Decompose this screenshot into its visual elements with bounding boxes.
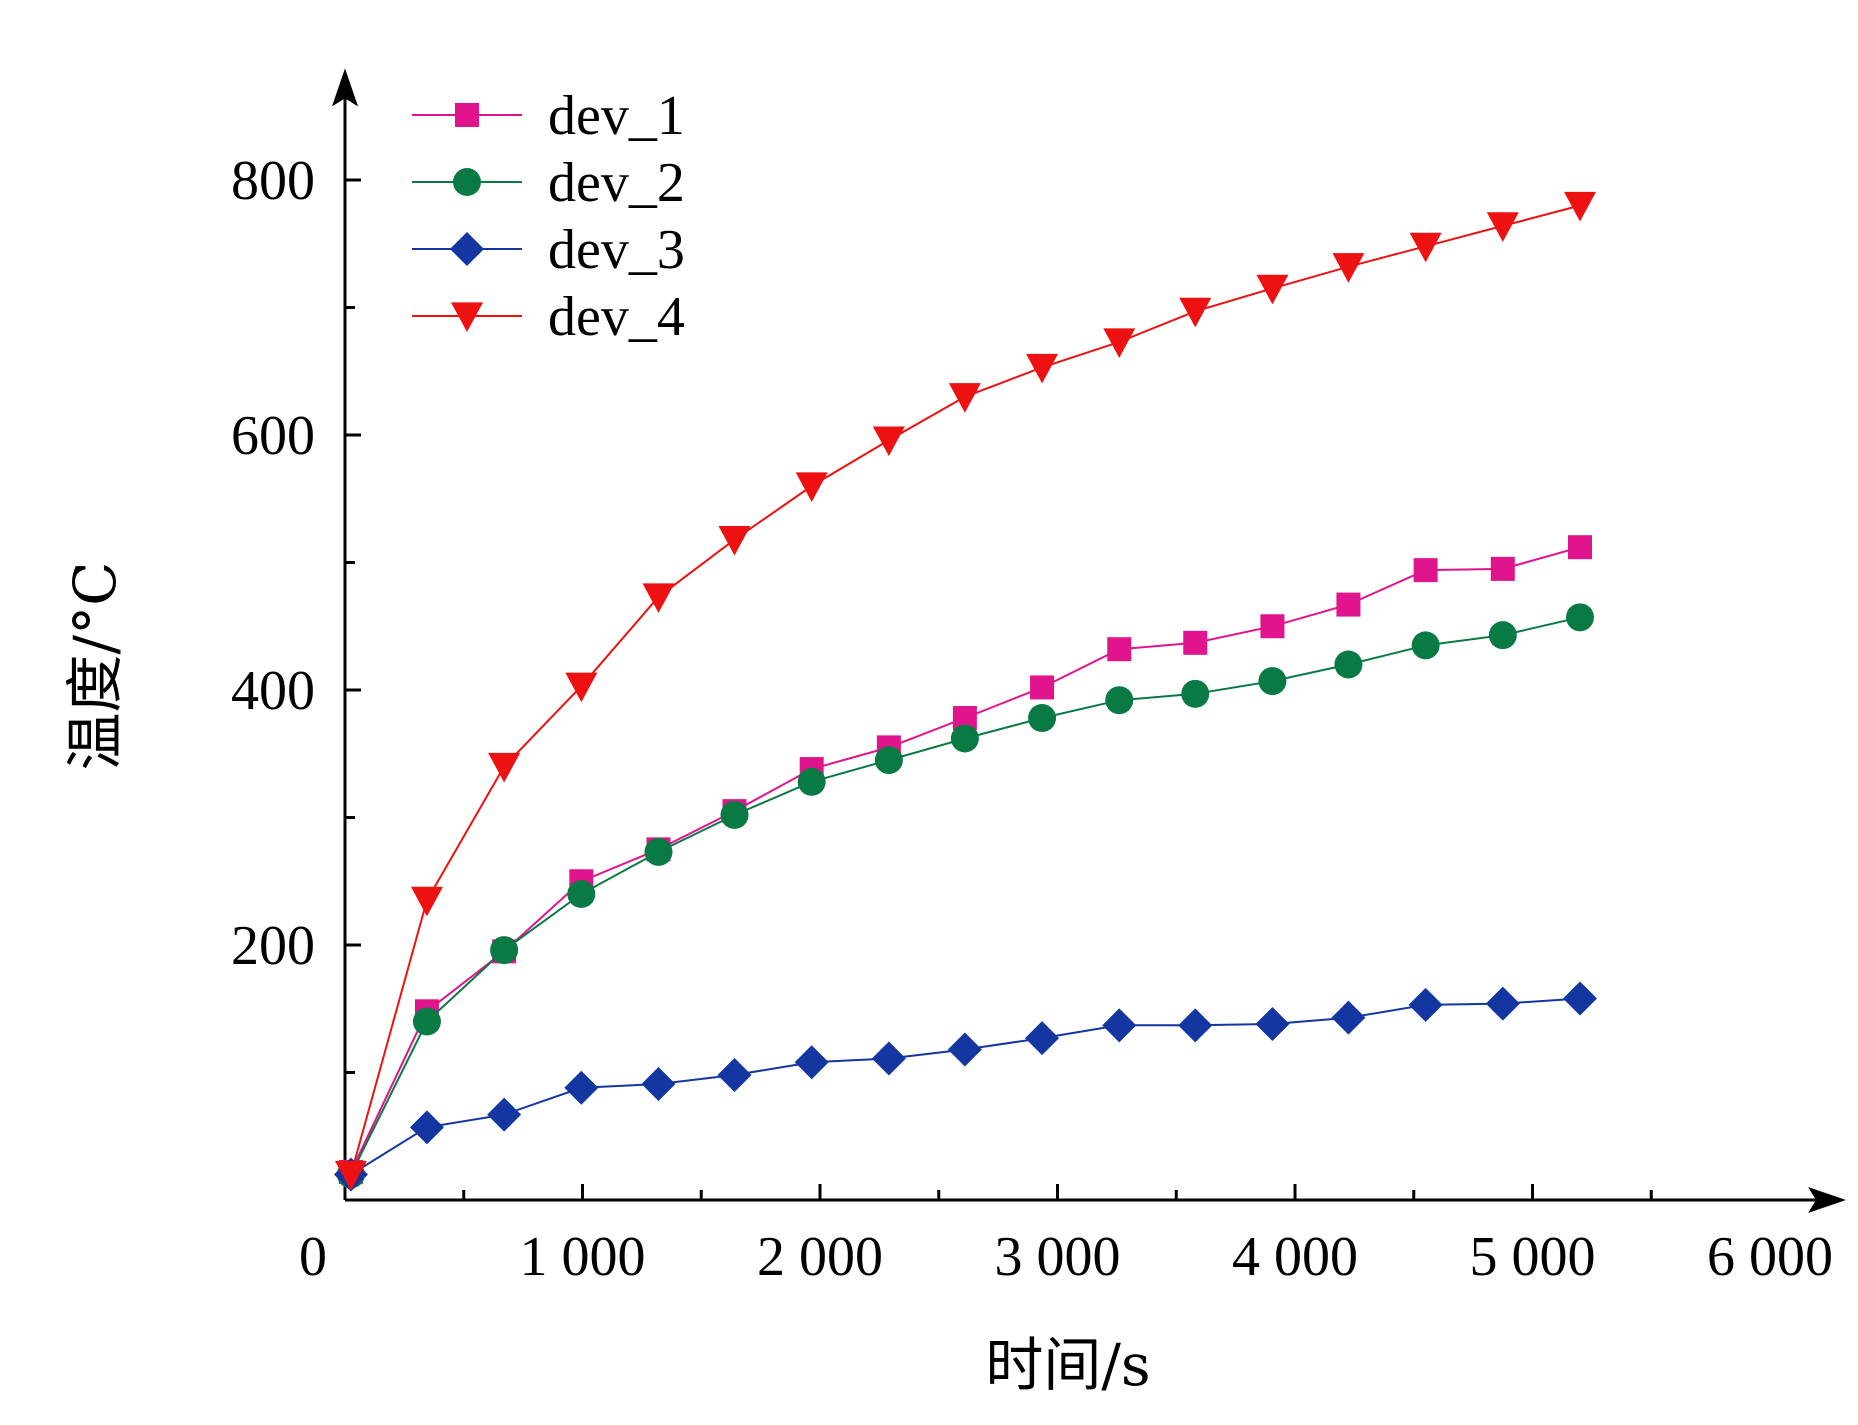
data-point bbox=[1256, 274, 1289, 305]
data-point bbox=[1334, 650, 1363, 679]
x-tick-label: 3 000 bbox=[995, 1226, 1121, 1288]
data-point bbox=[642, 583, 675, 613]
data-point bbox=[564, 1070, 599, 1105]
data-point bbox=[947, 1032, 982, 1067]
y-tick-label: 400 bbox=[231, 660, 315, 722]
data-point bbox=[874, 746, 903, 775]
data-point bbox=[1490, 556, 1515, 581]
data-point bbox=[1411, 631, 1440, 660]
data-point bbox=[410, 886, 443, 917]
data-point bbox=[1568, 535, 1592, 560]
y-tick-label: 800 bbox=[231, 150, 315, 212]
data-point bbox=[1179, 297, 1212, 328]
data-point bbox=[334, 1160, 367, 1191]
legend-label: dev_2 bbox=[548, 152, 685, 214]
data-point bbox=[948, 383, 981, 413]
data-point bbox=[797, 767, 826, 796]
data-point bbox=[1566, 603, 1594, 632]
data-point bbox=[1255, 1007, 1290, 1042]
data-point bbox=[794, 1045, 829, 1080]
data-point bbox=[717, 1058, 752, 1093]
y-tick-label: 600 bbox=[231, 405, 315, 467]
data-point bbox=[1107, 637, 1132, 662]
data-point bbox=[795, 472, 828, 502]
data-point bbox=[1025, 1021, 1060, 1056]
data-point bbox=[950, 724, 979, 753]
series-layer bbox=[333, 191, 1597, 1192]
data-point bbox=[1408, 987, 1443, 1022]
data-point bbox=[1028, 704, 1057, 733]
x-tick-label: 1 000 bbox=[520, 1226, 646, 1288]
y-axis-title: 温度/°C bbox=[61, 562, 129, 771]
data-point bbox=[718, 525, 751, 556]
data-point bbox=[1485, 986, 1520, 1021]
data-point bbox=[565, 672, 598, 703]
legend-item: dev_1 bbox=[412, 85, 685, 147]
data-point bbox=[1260, 614, 1285, 639]
x-tick-label: 2 000 bbox=[757, 1226, 883, 1288]
x-tick-label: 4 000 bbox=[1232, 1226, 1358, 1288]
data-point bbox=[1102, 1008, 1137, 1043]
series-dev-4 bbox=[334, 191, 1596, 1191]
data-point bbox=[409, 1110, 444, 1145]
data-point bbox=[1409, 232, 1442, 263]
x-tick-label: 5 000 bbox=[1470, 1226, 1596, 1288]
data-point bbox=[1183, 630, 1208, 655]
legend-marker bbox=[450, 232, 484, 266]
series-line bbox=[350, 997, 1581, 1176]
data-point bbox=[1103, 328, 1136, 358]
data-point bbox=[1336, 592, 1361, 617]
data-point bbox=[1030, 675, 1055, 700]
data-point bbox=[641, 1066, 676, 1101]
x-axis-title: 时间/s bbox=[985, 1331, 1150, 1399]
legend-label: dev_3 bbox=[548, 219, 685, 281]
legend-item: dev_2 bbox=[412, 152, 685, 214]
series-line bbox=[349, 546, 1581, 1173]
series-line bbox=[350, 616, 1581, 1175]
data-point bbox=[488, 752, 521, 783]
legend-marker bbox=[455, 103, 479, 127]
y-tick-label: 200 bbox=[231, 915, 315, 977]
legend-label: dev_4 bbox=[548, 286, 685, 348]
legend-marker bbox=[453, 168, 481, 196]
data-point bbox=[1486, 212, 1519, 242]
data-point bbox=[872, 426, 905, 457]
data-point bbox=[1563, 981, 1597, 1016]
data-point bbox=[412, 1007, 441, 1036]
data-point bbox=[1258, 667, 1287, 696]
data-point bbox=[567, 880, 596, 908]
data-point bbox=[490, 936, 519, 965]
data-point bbox=[1488, 621, 1517, 650]
data-point bbox=[1413, 558, 1438, 583]
y-axis-arrow bbox=[332, 68, 358, 107]
series-dev-3 bbox=[333, 981, 1597, 1192]
data-point bbox=[1331, 1000, 1366, 1035]
data-point bbox=[1332, 253, 1365, 283]
data-point bbox=[487, 1097, 522, 1132]
data-point bbox=[1026, 353, 1059, 384]
axes: 200 400 600 800 0 1 000 2 000 3 000 4 000 5 000 6 … bbox=[231, 68, 1846, 1288]
x-axis-arrow bbox=[1808, 1187, 1846, 1213]
series-line bbox=[349, 204, 1581, 1175]
legend-item: dev_4 bbox=[412, 286, 685, 348]
data-point bbox=[871, 1041, 906, 1076]
data-point bbox=[1564, 191, 1596, 222]
legend-label: dev_1 bbox=[548, 85, 685, 147]
data-point bbox=[1105, 686, 1134, 715]
data-point bbox=[720, 800, 749, 829]
data-point bbox=[1178, 1008, 1213, 1043]
legend-marker bbox=[451, 302, 483, 332]
data-point bbox=[1181, 679, 1210, 708]
x-tick-label: 6 000 bbox=[1707, 1226, 1833, 1288]
series-dev-2 bbox=[336, 603, 1594, 1189]
legend-item: dev_3 bbox=[412, 219, 685, 281]
x-tick-label: 0 bbox=[299, 1226, 327, 1288]
series-dev-1 bbox=[338, 535, 1592, 1184]
data-point bbox=[644, 837, 673, 866]
